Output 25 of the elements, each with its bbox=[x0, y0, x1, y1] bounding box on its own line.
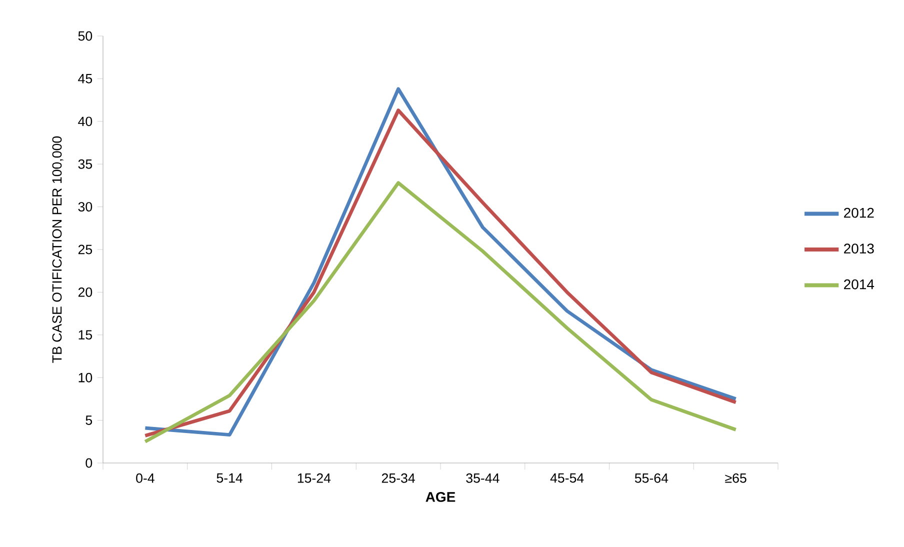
y-tick-label: 20 bbox=[78, 287, 92, 297]
legend-label: 2014 bbox=[844, 279, 874, 290]
y-tick-label: 10 bbox=[78, 372, 92, 382]
y-tick-label: 40 bbox=[78, 116, 92, 126]
y-tick-label: 30 bbox=[78, 202, 92, 212]
x-axis-title: AGE bbox=[426, 492, 456, 502]
x-tick-label: ≥65 bbox=[725, 473, 746, 483]
y-tick-label: 25 bbox=[78, 244, 92, 254]
line-series bbox=[143, 181, 738, 444]
x-tick-label: 5-14 bbox=[216, 473, 243, 483]
y-tick-label: 15 bbox=[78, 330, 92, 340]
x-tick-label: 55-64 bbox=[634, 473, 668, 483]
y-tick-label: 45 bbox=[78, 74, 92, 84]
y-tick-label: 5 bbox=[86, 416, 92, 425]
y-tick-label: 0 bbox=[86, 458, 92, 468]
x-tick-label: 45-54 bbox=[550, 473, 584, 483]
y-axis-title: TB CASE OTIFICATION PER 100,000 bbox=[52, 136, 64, 363]
x-tick-label: 35-44 bbox=[466, 473, 500, 483]
y-tick-label: 50 bbox=[78, 31, 92, 41]
x-tick-label: 15-24 bbox=[298, 473, 331, 483]
x-tick-label: 25-34 bbox=[382, 473, 415, 483]
legend-label: 2013 bbox=[844, 244, 874, 254]
y-tick-label: 35 bbox=[78, 159, 92, 169]
legend-label: 2012 bbox=[844, 208, 874, 218]
x-tick-label: 0-4 bbox=[136, 473, 154, 483]
